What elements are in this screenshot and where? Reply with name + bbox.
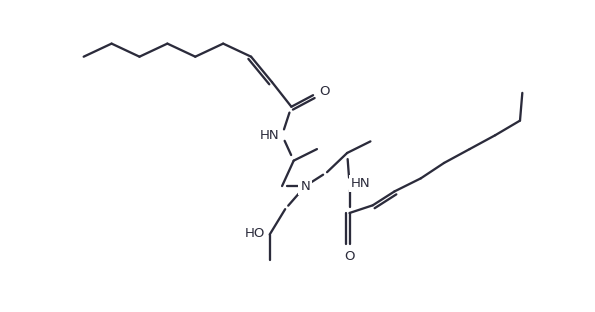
- Text: HO: HO: [245, 227, 265, 240]
- Text: O: O: [345, 250, 355, 263]
- Text: HN: HN: [351, 177, 371, 190]
- Text: HN: HN: [259, 129, 279, 142]
- Text: O: O: [320, 85, 330, 98]
- Text: N: N: [300, 179, 310, 193]
